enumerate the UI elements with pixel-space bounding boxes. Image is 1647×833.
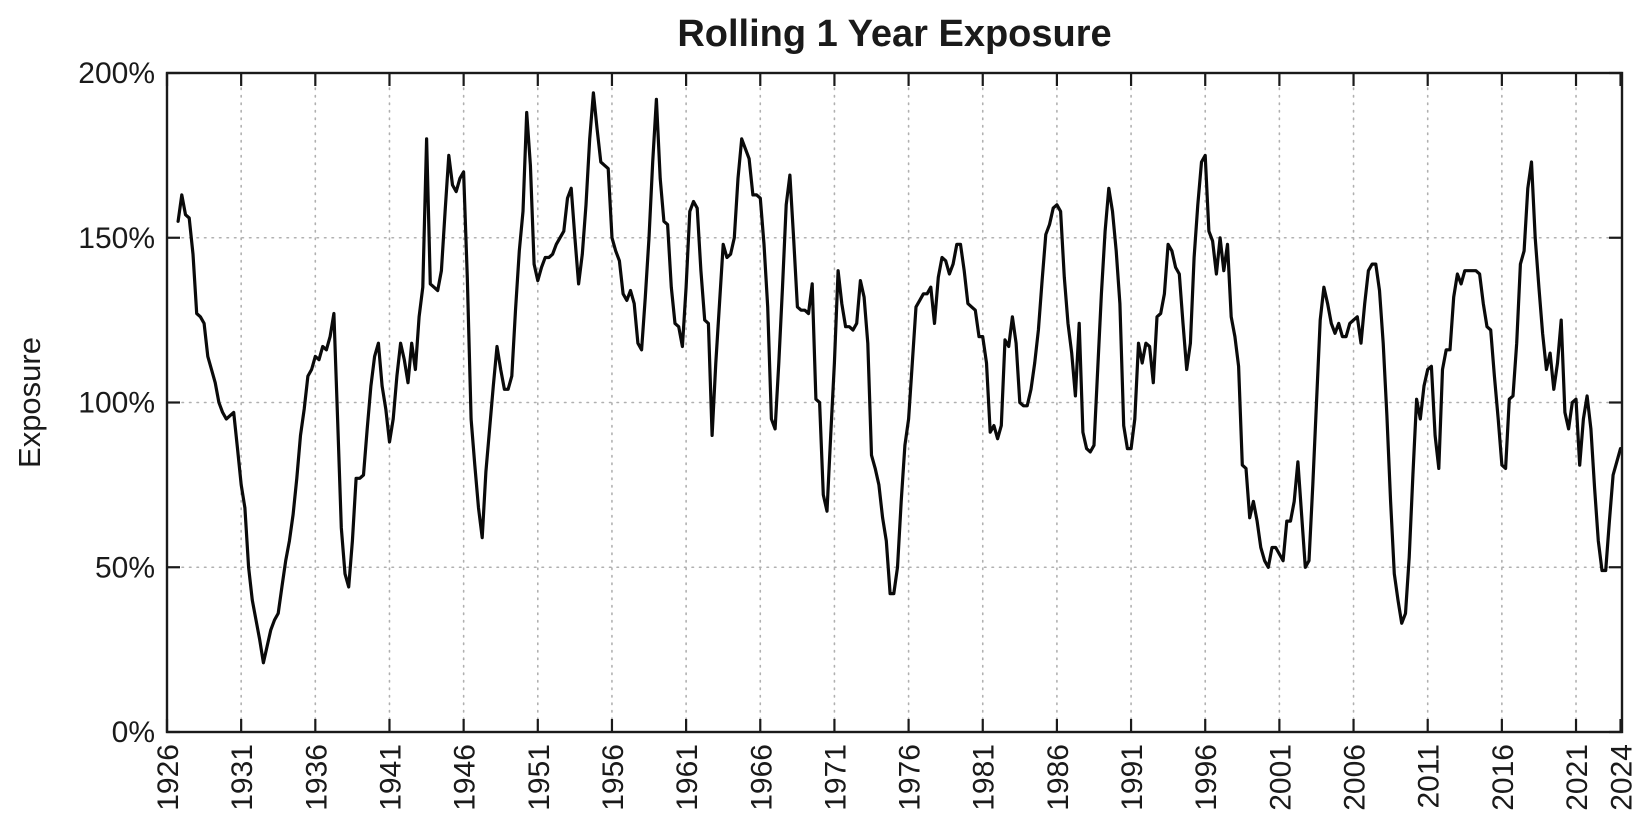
x-tick-labels: 1926 1931 1936 1941 1946 1951 1956 1961 1966 1971… [152,744,1639,811]
x-tick-label: 1926 [152,744,185,811]
y-tick-label: 50% [95,551,155,584]
x-tick-label: 1961 [671,744,704,811]
x-tick-label: 1951 [523,744,556,811]
x-tick-label: 2024 [1606,744,1639,811]
y-tick-label: 150% [78,222,155,255]
x-tick-label: 2016 [1487,744,1520,811]
x-tick-label: 1996 [1190,744,1223,811]
x-tick-label: 1936 [300,744,333,811]
x-tick-label: 1941 [374,744,407,811]
x-tick-label: 1976 [894,744,927,811]
x-tick-label: 1946 [449,744,482,811]
x-tick-label: 1956 [597,744,630,811]
x-tick-label: 2011 [1413,744,1446,809]
x-tick-label: 2021 [1561,744,1594,811]
x-tick-label: 2006 [1339,744,1372,811]
chart-title: Rolling 1 Year Exposure [677,13,1111,55]
exposure-series-line [176,91,1623,665]
x-tick-label: 1981 [968,744,1001,811]
y-tick-label: 200% [78,57,155,90]
x-tick-label: 1971 [819,744,852,811]
x-tick-label: 1991 [1116,744,1149,811]
y-axis-title: Exposure [12,337,47,468]
x-tick-label: 1966 [745,744,778,811]
plot-border [165,71,1624,734]
x-tick-label: 1986 [1042,744,1075,811]
x-tick-label: 2001 [1264,744,1297,811]
y-tick-labels: 0% 50% 100% 150% 200% [78,57,155,749]
x-tick-label: 1931 [226,744,259,811]
gridlines [166,72,1623,733]
y-tick-label: 0% [112,716,155,749]
y-tick-label: 100% [78,387,155,420]
